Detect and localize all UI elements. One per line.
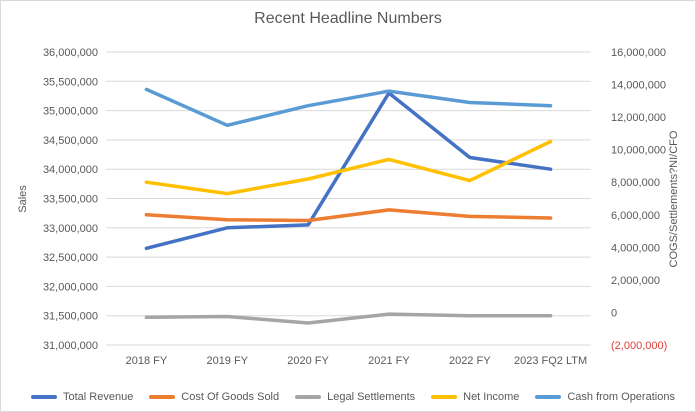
legend-label: Cost Of Goods Sold <box>181 391 280 403</box>
right-axis-tick-label: 12,000,000 <box>611 112 666 124</box>
left-axis-tick-label: 34,000,000 <box>43 164 98 176</box>
right-axis-tick-label: 4,000,000 <box>611 242 660 254</box>
legend-item-net-income[interactable]: Net Income <box>431 391 519 403</box>
left-axis-tick-label: 31,000,000 <box>43 340 98 352</box>
left-axis-tick-label: 31,500,000 <box>43 311 98 323</box>
right-axis-tick-label: 0 <box>611 307 617 319</box>
legend-label: Total Revenue <box>63 391 134 403</box>
right-axis-tick-label: 16,000,000 <box>611 47 666 59</box>
legend-label: Net Income <box>463 391 520 403</box>
right-axis-tick-label: 8,000,000 <box>611 177 660 189</box>
x-axis-tick-label: 2020 FY <box>287 355 329 367</box>
legend-marker-cash-from-operations <box>535 395 562 399</box>
chart-legend: Total Revenue Cost Of Goods Sold Legal Set… <box>31 391 675 403</box>
legend-item-cost-of-goods-sold[interactable]: Cost Of Goods Sold <box>149 391 279 403</box>
left-axis-tick-label: 35,000,000 <box>43 106 98 118</box>
left-axis-tick-label: 35,500,000 <box>43 76 98 88</box>
right-axis-tick-label: 6,000,000 <box>611 210 660 222</box>
left-axis-tick-label: 34,500,000 <box>43 135 98 147</box>
series-line-legal-settlements <box>144 312 553 325</box>
legend-marker-total-revenue <box>31 395 57 399</box>
x-axis-tick-label: 2023 FQ2 LTM <box>514 355 587 367</box>
left-axis-tick-label: 32,500,000 <box>43 252 98 264</box>
right-axis-tick-label: (2,000,000) <box>611 340 667 352</box>
legend-marker-legal-settlements <box>295 395 322 399</box>
x-axis-tick-label: 2018 FY <box>126 355 168 367</box>
x-axis-tick-label: 2021 FY <box>368 355 410 367</box>
series-line-cost-of-goods-sold <box>144 208 553 223</box>
series-line-cash-from-operations <box>144 87 553 128</box>
left-axis-tick-label: 33,000,000 <box>43 223 98 235</box>
left-axis-tick-label: 32,000,000 <box>43 281 98 293</box>
right-axis-tick-label: 2,000,000 <box>611 275 660 287</box>
legend-item-total-revenue[interactable]: Total Revenue <box>31 391 133 403</box>
legend-item-cash-from-operations[interactable]: Cash from Operations <box>535 391 675 403</box>
right-axis-tick-label: 10,000,000 <box>611 145 666 157</box>
series-line-net-income <box>144 139 553 196</box>
series-line-total-revenue <box>144 91 553 251</box>
chart-title: Recent Headline Numbers <box>254 10 442 27</box>
legend-label: Legal Settlements <box>327 391 416 403</box>
x-axis-tick-label: 2022 FY <box>449 355 491 367</box>
legend-marker-net-income <box>431 395 458 399</box>
legend-label: Cash from Operations <box>567 391 675 403</box>
legend-item-legal-settlements[interactable]: Legal Settlements <box>295 391 415 403</box>
x-axis-tick-label: 2019 FY <box>206 355 248 367</box>
right-axis-tick-label: 14,000,000 <box>611 80 666 92</box>
left-axis-tick-label: 36,000,000 <box>43 47 98 59</box>
legend-marker-cost-of-goods-sold <box>149 395 176 399</box>
left-axis-tick-label: 33,500,000 <box>43 194 98 206</box>
